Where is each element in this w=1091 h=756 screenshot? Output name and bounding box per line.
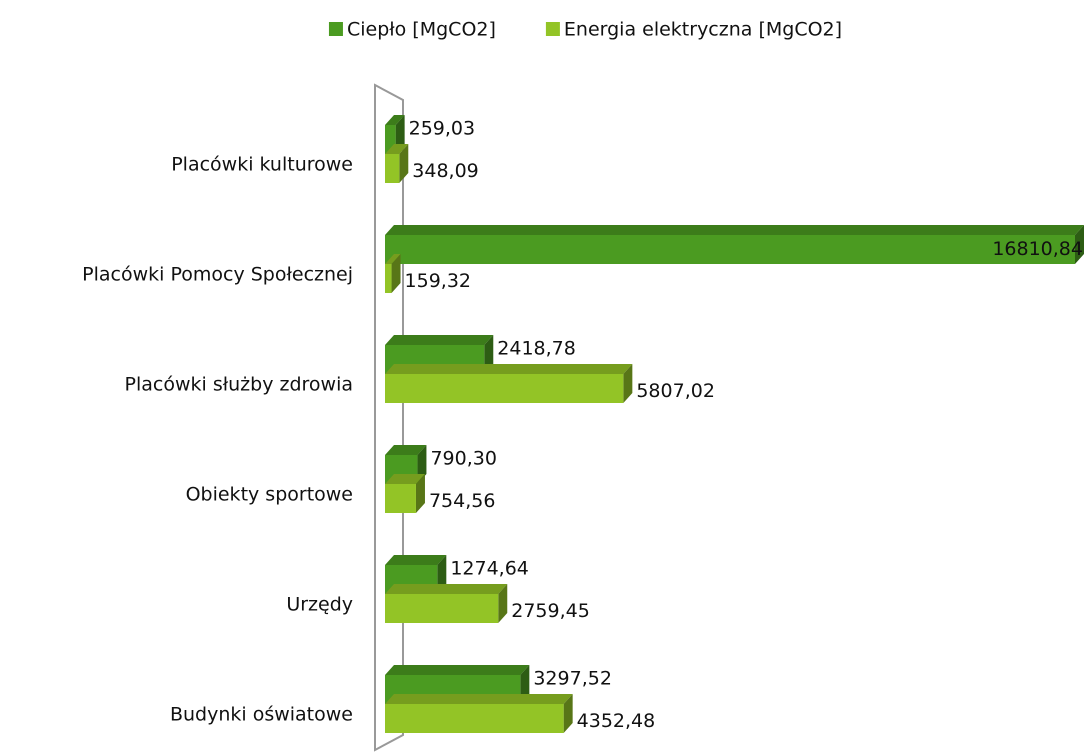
bar-top: [385, 584, 508, 594]
bar-top: [385, 225, 1084, 235]
bar-side: [563, 694, 573, 733]
legend-item: Energia elektryczna [MgCO2]: [545, 19, 842, 41]
bar-side: [623, 364, 633, 403]
value-label: 4352,48: [577, 710, 656, 732]
bar: [385, 594, 499, 623]
value-label: 348,09: [412, 160, 478, 182]
bar-top: [385, 694, 573, 704]
bar-side: [1075, 225, 1084, 264]
bar-top: [385, 364, 633, 374]
category-label: Placówki kulturowe: [171, 154, 353, 176]
legend-label: Energia elektryczna [MgCO2]: [564, 19, 842, 41]
axis-wall: [374, 83, 404, 752]
legend-label: Ciepło [MgCO2]: [347, 19, 496, 41]
bar-top: [385, 335, 494, 345]
value-label: 16810,84: [992, 238, 1083, 260]
bar-top: [385, 474, 425, 484]
bar: [385, 264, 392, 293]
value-label: 754,56: [429, 490, 495, 512]
bar: [385, 484, 416, 513]
bar-side: [391, 254, 401, 293]
legend-swatch: [545, 22, 560, 36]
value-label: 790,30: [430, 448, 496, 470]
value-label: 259,03: [409, 118, 475, 140]
category-label: Urzędy: [286, 594, 353, 616]
bar: [385, 154, 400, 183]
category-label: Placówki służby zdrowia: [125, 374, 353, 396]
value-label: 2418,78: [497, 338, 576, 360]
bar-side: [399, 144, 409, 183]
bar-side: [498, 584, 508, 623]
category-label: Obiekty sportowe: [186, 484, 353, 506]
value-label: 5807,02: [636, 380, 715, 402]
category-label: Placówki Pomocy Społecznej: [82, 264, 353, 286]
bar-top: [385, 445, 427, 455]
value-label: 2759,45: [511, 600, 590, 622]
bar-top: [385, 555, 447, 565]
legend-item: Ciepło [MgCO2]: [328, 19, 496, 41]
category-label: Budynki oświatowe: [170, 704, 353, 726]
value-label: 3297,52: [533, 668, 612, 690]
legend-swatch: [328, 22, 343, 36]
bar-side: [415, 474, 425, 513]
bar-top: [385, 115, 405, 125]
bar: [385, 704, 564, 733]
bar: [385, 125, 396, 154]
bar-top: [385, 144, 409, 154]
bar: [385, 235, 1075, 264]
value-label: 1274,64: [450, 558, 529, 580]
bar: [385, 374, 624, 403]
value-label: 159,32: [405, 270, 471, 292]
bar-top: [385, 665, 530, 675]
bar-top: [385, 254, 401, 264]
